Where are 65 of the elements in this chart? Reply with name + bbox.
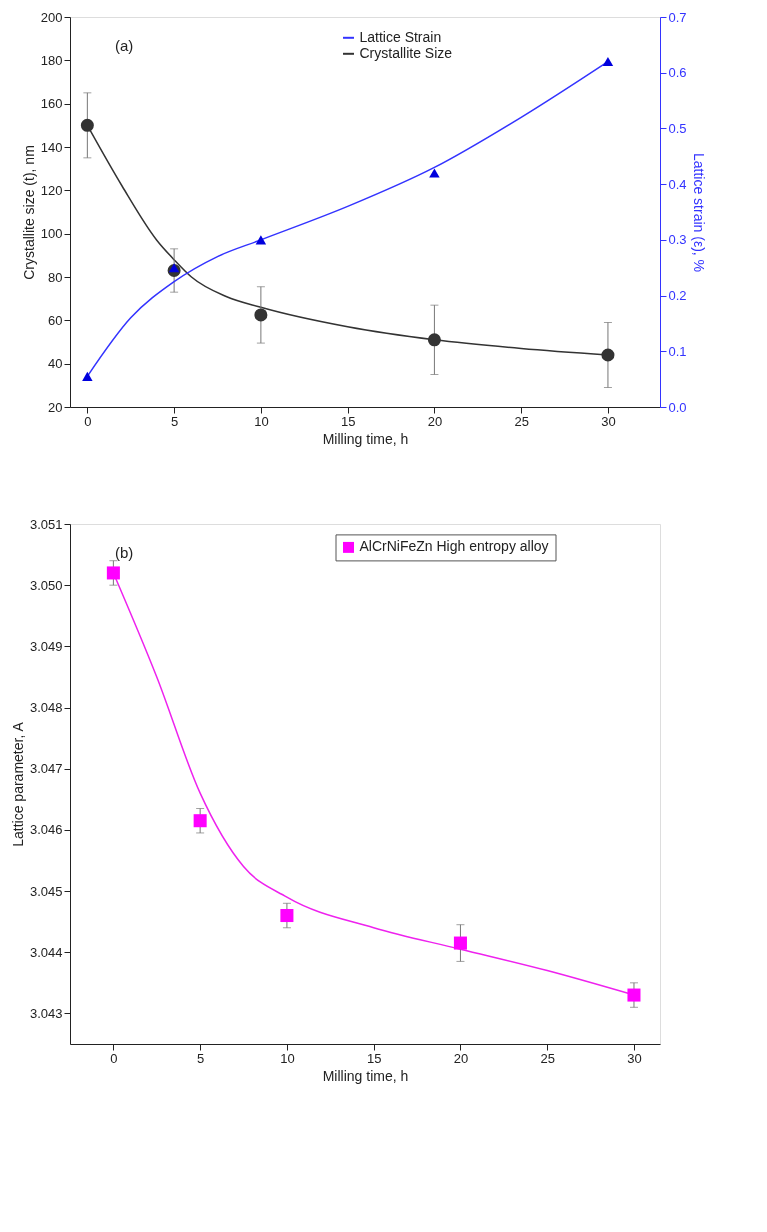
point [168,263,180,273]
y-tick-label: 3.047 [29,761,63,777]
x-tick-label: 15 [366,1050,382,1066]
x-tick-label: 30 [601,413,616,429]
y2-tick-label: 0.5 [668,120,687,136]
legend-label: Crystallite Size [359,44,453,61]
point [255,235,267,245]
y-tick-label: 120 [40,182,63,198]
point [80,118,94,132]
y-tick-label: 3.051 [29,516,63,532]
x-tick-label: 25 [540,1050,555,1066]
x-tick-label: 10 [280,1050,295,1066]
point [106,566,120,580]
x-tick-label: 20 [453,1050,469,1066]
x-tick-label: 25 [514,413,529,429]
x-tick-label: 5 [171,413,179,429]
y-tick-label: 100 [40,226,63,242]
y-axis-title: Lattice parameter, A [9,721,26,847]
y-tick-label: 200 [40,9,63,25]
y-axis-title: Crystallite size (t), nm [20,145,37,280]
annotation: (b) [115,544,134,561]
y-tick-label: 20 [48,399,63,415]
point [453,936,467,950]
point [602,57,614,67]
x-tick-label: 10 [254,413,269,429]
point [601,348,615,362]
y-tick-label: 40 [48,356,63,372]
x-tick-label: 0 [110,1050,118,1066]
y-tick-label: 3.049 [29,638,63,654]
x-tick-label: 30 [627,1050,642,1066]
y-tick-label: 3.043 [29,1005,63,1021]
x-tick-label: 15 [340,413,356,429]
point [280,909,294,923]
annotation: (a) [115,37,134,54]
y-tick-label: 3.050 [29,577,63,593]
y-tick-label: 3.046 [29,822,63,838]
y2-tick-label: 0.1 [668,343,687,359]
point [429,168,440,178]
y2-axis-title: Lattice strain (ε), % [690,152,707,273]
y-tick-label: 3.048 [29,700,63,716]
y2-tick-label: 0.7 [668,9,687,25]
y2-tick-label: 0.4 [668,176,687,192]
y-tick-label: 60 [48,312,63,328]
x-tick-label: 20 [427,413,443,429]
point [627,988,641,1002]
y-tick-label: 180 [40,52,63,68]
y-tick-label: 140 [40,139,63,155]
y2-tick-label: 0.6 [668,65,687,81]
point [427,333,441,347]
x-tick-label: 0 [84,413,92,429]
point [82,371,93,381]
y-tick-label: 160 [40,96,63,112]
x-axis-title: Milling time, h [322,1067,409,1084]
point [193,814,207,828]
y-tick-label: 3.045 [29,883,63,899]
y-tick-label: 80 [48,269,63,285]
y2-tick-label: 0.2 [668,288,687,304]
x-tick-label: 5 [197,1050,205,1066]
legend-label: Lattice Strain [359,28,442,45]
y-tick-label: 3.044 [29,944,63,960]
x-axis-title: Milling time, h [322,430,409,447]
legend-label: AlCrNiFeZn High entropy alloy [359,538,549,555]
y2-tick-label: 0.0 [668,399,687,415]
y2-tick-label: 0.3 [668,232,687,248]
point [254,308,268,322]
